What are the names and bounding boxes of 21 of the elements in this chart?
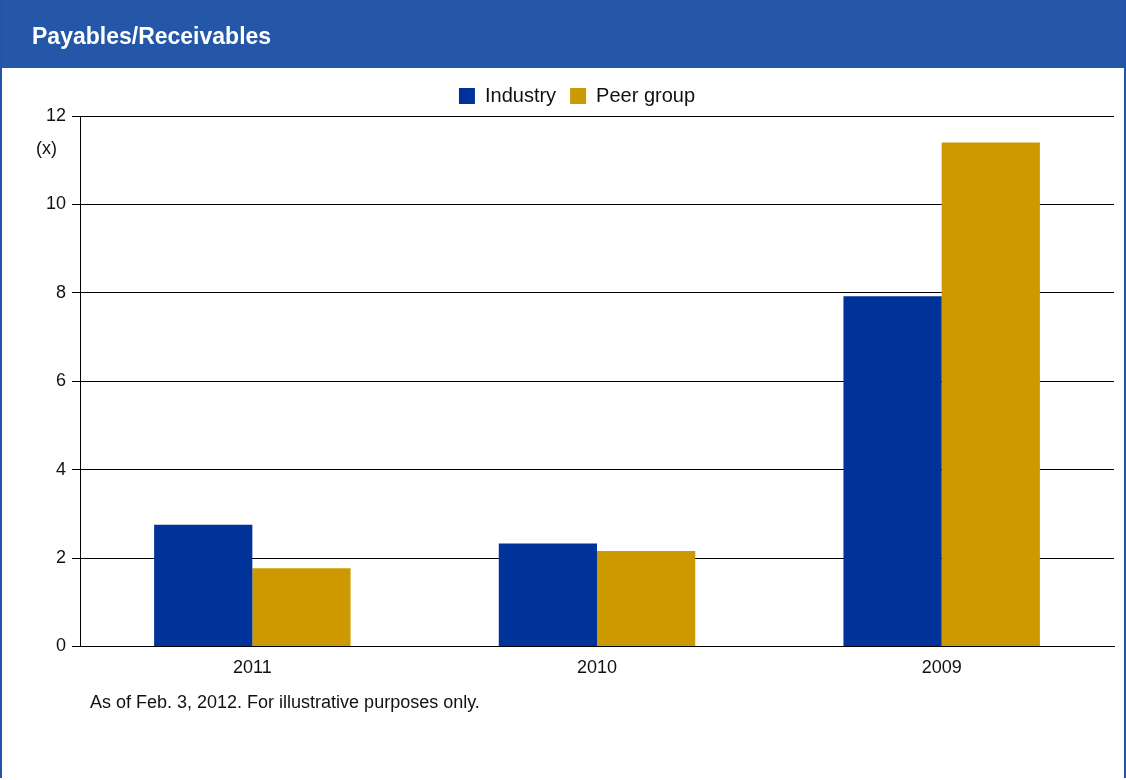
bar [498,543,598,646]
bar [597,550,696,646]
legend-label: Industry [484,83,557,106]
y-tick-label: 4 [56,458,67,479]
bar [154,524,253,646]
y-tick-label: 2 [56,546,67,567]
y-tick-label: 8 [56,281,67,302]
chart-title: Payables/Receivables [2,0,1124,68]
y-axis-title: (x) [36,137,57,158]
x-tick-label: 2010 [576,657,618,678]
text: As of Feb. 3, 2012. For illustrative purposes only. [90,692,480,713]
x-tick-label: 2009 [921,657,962,678]
x-tick-label: 2011 [232,657,272,678]
y-tick-label: 6 [56,370,67,391]
bar [843,296,942,646]
legend-label: Peer group [596,83,696,106]
y-tick-label: 0 [56,635,67,656]
bar [941,142,1040,646]
y-tick-label: 10 [45,193,67,214]
bar [252,568,351,646]
y-tick-label: 12 [45,104,67,125]
